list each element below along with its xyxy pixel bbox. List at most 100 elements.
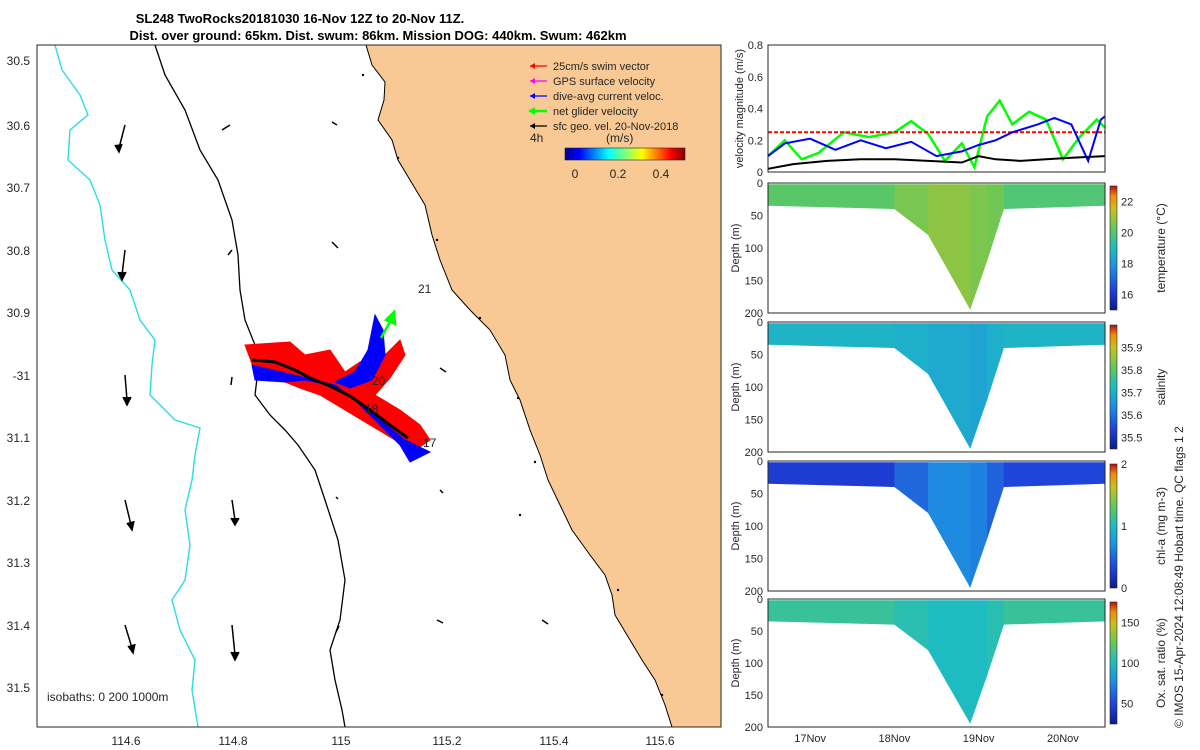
day-label-20: 20 (372, 374, 386, 388)
heatmap-frame-3 (767, 460, 1106, 592)
velocity-ytick: 0.4 (748, 104, 763, 116)
map-ytick: 31.5 (7, 681, 31, 695)
map-xtick: 115.2 (432, 734, 461, 748)
heatmap-ytick: 50 (751, 626, 763, 638)
heatmap-ytick: 100 (745, 521, 763, 533)
heatmap-colorbar-3 (1109, 463, 1118, 589)
heatmap-ytick: 100 (745, 243, 763, 255)
legend-label-gps: GPS surface velocity (553, 76, 656, 88)
map-x-ticks: 114.6 114.8 115 115.2 115.4 115.6 (111, 734, 674, 748)
title-line-2: Dist. over ground: 65km. Dist. swum: 86k… (129, 28, 626, 43)
heatmap-colorbar-1 (1109, 185, 1118, 311)
map-xtick: 115.4 (539, 734, 568, 748)
time-tick-label: 17Nov (794, 733, 826, 745)
colorbar-tick: 1 (1121, 521, 1127, 533)
heatmap-ytick: 200 (745, 447, 763, 459)
colorbar-tick: 35.7 (1121, 388, 1142, 400)
heatmap-ylabel: Depth (m) (730, 363, 742, 412)
heatmap-ytick: 0 (757, 594, 763, 606)
map-ytick: 30.5 (7, 54, 31, 68)
colorbar-unit-label: (m/s) (606, 131, 633, 145)
colorbar-age-label: 4h (530, 131, 543, 145)
colorbar-label: Ox. sat. ratio (%) (1154, 618, 1168, 708)
map-xtick: 114.8 (218, 734, 247, 748)
heatmap-ytick: 150 (745, 690, 763, 702)
day-label-21: 21 (418, 282, 432, 296)
heatmap-ytick: 100 (745, 382, 763, 394)
map-xtick: 115 (331, 734, 350, 748)
velocity-plot-bg (768, 45, 1105, 172)
heatmap-frame-4 (767, 598, 1106, 728)
velocity-plot-frame (767, 44, 1106, 173)
colorbar-tick-1: 0.2 (610, 167, 627, 181)
colorbar-tick: 20 (1121, 228, 1133, 240)
colorbar-tick: 50 (1121, 699, 1133, 711)
heatmap-ytick: 0 (757, 178, 763, 190)
colorbar-tick: 2 (1121, 459, 1127, 471)
heatmap-ylabel: Depth (m) (730, 224, 742, 273)
colorbar-tick: 35.6 (1121, 410, 1142, 422)
time-axis: 17Nov 18Nov 19Nov 20Nov (794, 733, 1079, 745)
colorbar-tick: 22 (1121, 197, 1133, 209)
colorbar-tick: 18 (1121, 259, 1133, 271)
net-velocity-arrow (379, 309, 397, 339)
day-label-18: 18 (365, 402, 379, 416)
day-label-17: 17 (423, 436, 437, 450)
map-ytick: 31.3 (7, 556, 31, 570)
isobath-1000-line (54, 45, 201, 727)
heatmap-frame-2 (767, 321, 1106, 453)
velocity-ytick: 0 (757, 167, 763, 179)
velocity-series-line-3 (767, 155, 1106, 170)
credit-text: © IMOS 15-Apr-2024 12:08:49 Hobart time.… (1172, 426, 1186, 728)
velocity-ytick: 0.2 (748, 135, 763, 147)
colorbar-tick: 16 (1121, 290, 1133, 302)
legend-item-sfc-geo: sfc geo. vel. 20-Nov-2018 (530, 121, 678, 133)
legend-label-swim: 25cm/s swim vector (553, 61, 650, 73)
map-ytick: 31.1 (7, 431, 31, 445)
colorbar-tick: 35.8 (1121, 365, 1142, 377)
heatmap-ytick: 200 (745, 722, 763, 734)
legend-item-net: net glider velocity (528, 106, 638, 118)
colorbar-tick: 35.9 (1121, 343, 1142, 355)
map-frame (36, 44, 722, 728)
colorbar-label: temperature (°C) (1154, 203, 1168, 293)
colorbar-label: salinity (1154, 369, 1168, 406)
heatmap-ytick: 200 (745, 308, 763, 320)
heatmap-ytick: 50 (751, 211, 763, 223)
isobath-0-line (154, 45, 346, 727)
legend-item-swim: 25cm/s swim vector (530, 61, 650, 73)
map-ytick: 30.7 (7, 181, 31, 195)
coastal-dots (361, 73, 664, 697)
colorbar-tick: 150 (1121, 617, 1139, 629)
heatmap-ytick: 50 (751, 489, 763, 501)
colorbar-tick: 100 (1121, 658, 1139, 670)
heatmap-ytick: 100 (745, 658, 763, 670)
legend-label-net: net glider velocity (553, 106, 638, 118)
heatmap-ytick: 0 (757, 317, 763, 329)
colorbar-tick-2: 0.4 (653, 167, 670, 181)
heatmap-ytick: 200 (745, 586, 763, 598)
velocity-ytick: 0.8 (748, 40, 763, 52)
colorbar-label: chl-a (mg m-3) (1154, 487, 1168, 565)
map-legend: 25cm/s swim vector GPS surface velocity … (528, 61, 686, 181)
glider-track (251, 358, 409, 440)
map-ytick: 30.6 (7, 119, 31, 133)
velocity-series-line-2 (767, 115, 1106, 164)
isobaths-label: isobaths: 0 200 1000m (47, 690, 168, 704)
heatmap-ylabel: Depth (m) (730, 502, 742, 551)
land-area (365, 45, 721, 727)
time-tick-label: 20Nov (1047, 733, 1079, 745)
heatmap-frame-1 (767, 182, 1106, 314)
map-xtick: 115.6 (645, 734, 674, 748)
heatmap-ytick: 150 (745, 415, 763, 427)
legend-label-sfc-geo: sfc geo. vel. 20-Nov-2018 (553, 121, 678, 133)
map-colorbar (564, 147, 686, 161)
map-ytick: 30.9 (7, 306, 31, 320)
legend-item-gps: GPS surface velocity (530, 76, 656, 88)
colorbar-tick: 0 (1121, 583, 1127, 595)
velocity-ytick: 0.6 (748, 72, 763, 84)
map-y-ticks: 30.5 30.6 30.7 30.8 30.9 -31 31.1 31.2 3… (7, 54, 31, 695)
title-line-1: SL248 TwoRocks20181030 16-Nov 12Z to 20-… (136, 11, 465, 26)
